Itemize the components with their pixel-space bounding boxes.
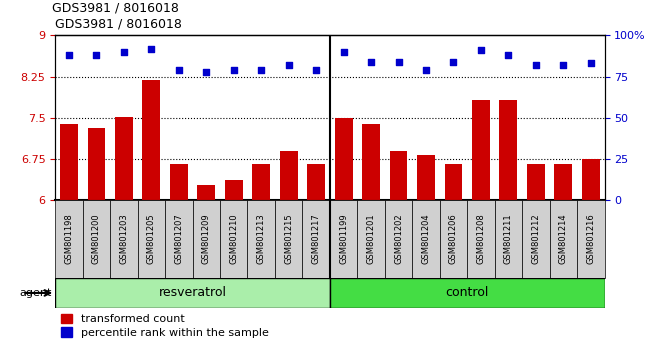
Text: GSM801206: GSM801206: [449, 213, 458, 264]
Bar: [472, 100, 490, 200]
Text: GSM801201: GSM801201: [367, 213, 376, 264]
Bar: [467, 200, 495, 278]
Bar: [55, 278, 330, 308]
Point: [586, 61, 596, 66]
Bar: [362, 124, 380, 200]
Point: [558, 62, 569, 68]
Text: GSM801210: GSM801210: [229, 213, 239, 264]
Bar: [330, 200, 358, 278]
Text: GSM801214: GSM801214: [559, 213, 568, 264]
Text: GSM801216: GSM801216: [586, 213, 595, 264]
Point: [393, 59, 404, 64]
Bar: [170, 164, 188, 200]
Bar: [385, 200, 412, 278]
Text: GSM801207: GSM801207: [174, 213, 183, 264]
Text: GSM801213: GSM801213: [257, 213, 266, 264]
Bar: [527, 164, 545, 200]
Point: [530, 62, 541, 68]
Bar: [417, 155, 435, 200]
Bar: [307, 164, 325, 200]
Bar: [439, 200, 467, 278]
Text: control: control: [445, 286, 489, 299]
Text: GSM801203: GSM801203: [120, 213, 129, 264]
Point: [201, 69, 211, 74]
Point: [146, 46, 157, 51]
Bar: [582, 159, 600, 200]
Text: GSM801200: GSM801200: [92, 213, 101, 264]
Bar: [412, 200, 439, 278]
Bar: [550, 200, 577, 278]
Bar: [495, 200, 522, 278]
Text: GSM801205: GSM801205: [147, 213, 156, 264]
Text: GSM801209: GSM801209: [202, 213, 211, 264]
Text: agent: agent: [20, 288, 52, 298]
Bar: [115, 116, 133, 200]
Point: [64, 52, 74, 58]
Text: GSM801212: GSM801212: [531, 213, 540, 264]
Point: [503, 52, 514, 58]
Point: [421, 67, 431, 73]
Point: [256, 67, 266, 73]
Bar: [60, 124, 78, 200]
Bar: [55, 200, 83, 278]
Bar: [88, 127, 105, 200]
Bar: [302, 200, 330, 278]
Bar: [330, 278, 604, 308]
Text: GSM801198: GSM801198: [64, 213, 73, 264]
Bar: [275, 200, 302, 278]
Point: [91, 52, 101, 58]
Bar: [280, 150, 298, 200]
Point: [366, 59, 376, 64]
Point: [174, 67, 184, 73]
Text: GSM801204: GSM801204: [421, 213, 430, 264]
Point: [229, 67, 239, 73]
Text: GDS3981 / 8016018: GDS3981 / 8016018: [55, 17, 182, 30]
Bar: [83, 200, 110, 278]
Bar: [554, 164, 572, 200]
Text: GSM801208: GSM801208: [476, 213, 486, 264]
Bar: [111, 200, 138, 278]
Bar: [252, 164, 270, 200]
Bar: [138, 200, 165, 278]
Bar: [142, 80, 161, 200]
Bar: [445, 164, 462, 200]
Point: [476, 47, 486, 53]
Legend: transformed count, percentile rank within the sample: transformed count, percentile rank withi…: [61, 314, 268, 338]
Bar: [522, 200, 550, 278]
Bar: [335, 118, 352, 200]
Text: GSM801211: GSM801211: [504, 213, 513, 264]
Point: [339, 49, 349, 55]
Bar: [389, 150, 408, 200]
Bar: [220, 200, 248, 278]
Bar: [499, 100, 517, 200]
Point: [448, 59, 459, 64]
Point: [283, 62, 294, 68]
Bar: [165, 200, 192, 278]
Point: [311, 67, 321, 73]
Bar: [225, 180, 242, 200]
Bar: [198, 185, 215, 200]
Text: GSM801199: GSM801199: [339, 213, 348, 264]
Text: GDS3981 / 8016018: GDS3981 / 8016018: [52, 1, 179, 14]
Bar: [577, 200, 605, 278]
Bar: [248, 200, 275, 278]
Text: GSM801215: GSM801215: [284, 213, 293, 264]
Text: GSM801202: GSM801202: [394, 213, 403, 264]
Text: GSM801217: GSM801217: [311, 213, 320, 264]
Text: resveratrol: resveratrol: [159, 286, 227, 299]
Bar: [358, 200, 385, 278]
Bar: [192, 200, 220, 278]
Point: [119, 49, 129, 55]
